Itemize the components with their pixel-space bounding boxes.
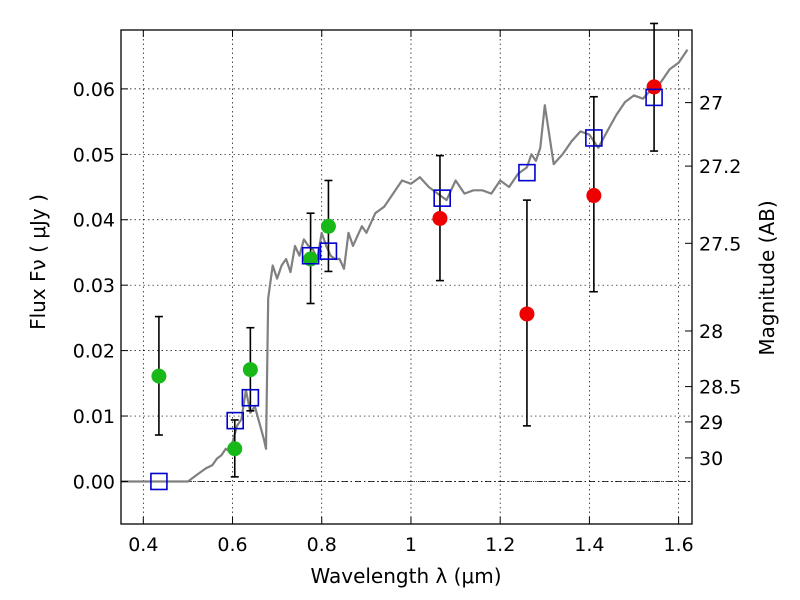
grid bbox=[121, 30, 692, 524]
x-tick-label: 0.4 bbox=[128, 534, 158, 556]
model-photometry-square bbox=[301, 246, 320, 265]
x-tick-label: 0.6 bbox=[217, 534, 247, 556]
y-tick-label: 0.00 bbox=[73, 471, 115, 493]
y-axis-title: Flux Fν ( μJy ) bbox=[26, 194, 50, 330]
y-tick-label: 0.03 bbox=[73, 275, 115, 297]
mag-tick-label: 27.2 bbox=[699, 156, 741, 178]
x-tick-label: 1.4 bbox=[574, 534, 604, 556]
detection-point bbox=[242, 362, 258, 378]
model-photometry-layer bbox=[150, 88, 663, 491]
x-tick-label: 1.6 bbox=[664, 534, 694, 556]
errorbar-layer bbox=[154, 22, 659, 478]
detection-point bbox=[303, 251, 319, 267]
model-spectrum-layer bbox=[121, 48, 689, 483]
mag-tick-label: 29 bbox=[699, 412, 723, 434]
model-photometry-square bbox=[241, 388, 260, 407]
plot-frame bbox=[120, 29, 693, 525]
model-photometry-square bbox=[518, 163, 536, 182]
axis-ticks: 0.4 0.6 0.8 1 1.2 1.4 1.6 0.00 0.01 0.02 0.03 0.04 0… bbox=[73, 30, 741, 556]
x-axis-title: Wavelength λ (μm) bbox=[310, 564, 501, 588]
model-photometry-square bbox=[645, 88, 663, 107]
y-tick-label: 0.05 bbox=[73, 144, 115, 166]
mag-tick-label: 27 bbox=[699, 93, 723, 115]
mag-tick-label: 30 bbox=[699, 448, 723, 470]
detection-point bbox=[320, 218, 336, 234]
x-tick-label: 1 bbox=[405, 534, 417, 556]
detection-point bbox=[227, 441, 243, 457]
y2-axis-title: Magnitude (AB) bbox=[755, 200, 779, 355]
y-tick-label: 0.06 bbox=[73, 79, 115, 101]
y-tick-label: 0.01 bbox=[73, 406, 115, 428]
y-tick-label: 0.02 bbox=[73, 341, 115, 363]
model-photometry-square bbox=[585, 129, 603, 147]
model-spectrum-line bbox=[121, 48, 689, 483]
model-photometry-square bbox=[319, 242, 338, 260]
ir-point bbox=[646, 79, 662, 95]
ir-point bbox=[586, 188, 602, 204]
points-layer bbox=[151, 79, 662, 457]
model-photometry-square bbox=[226, 411, 244, 430]
detection-point bbox=[151, 368, 167, 384]
ir-point bbox=[432, 210, 448, 226]
ir-point bbox=[519, 306, 535, 322]
mag-tick-label: 28.5 bbox=[699, 377, 741, 399]
y-tick-label: 0.04 bbox=[73, 210, 115, 232]
mag-tick-label: 28 bbox=[699, 321, 723, 343]
x-tick-label: 0.8 bbox=[307, 534, 337, 556]
model-photometry-square bbox=[433, 189, 451, 207]
x-tick-label: 1.2 bbox=[485, 534, 515, 556]
model-photometry-square bbox=[150, 472, 168, 491]
mag-tick-label: 27.5 bbox=[699, 233, 741, 255]
